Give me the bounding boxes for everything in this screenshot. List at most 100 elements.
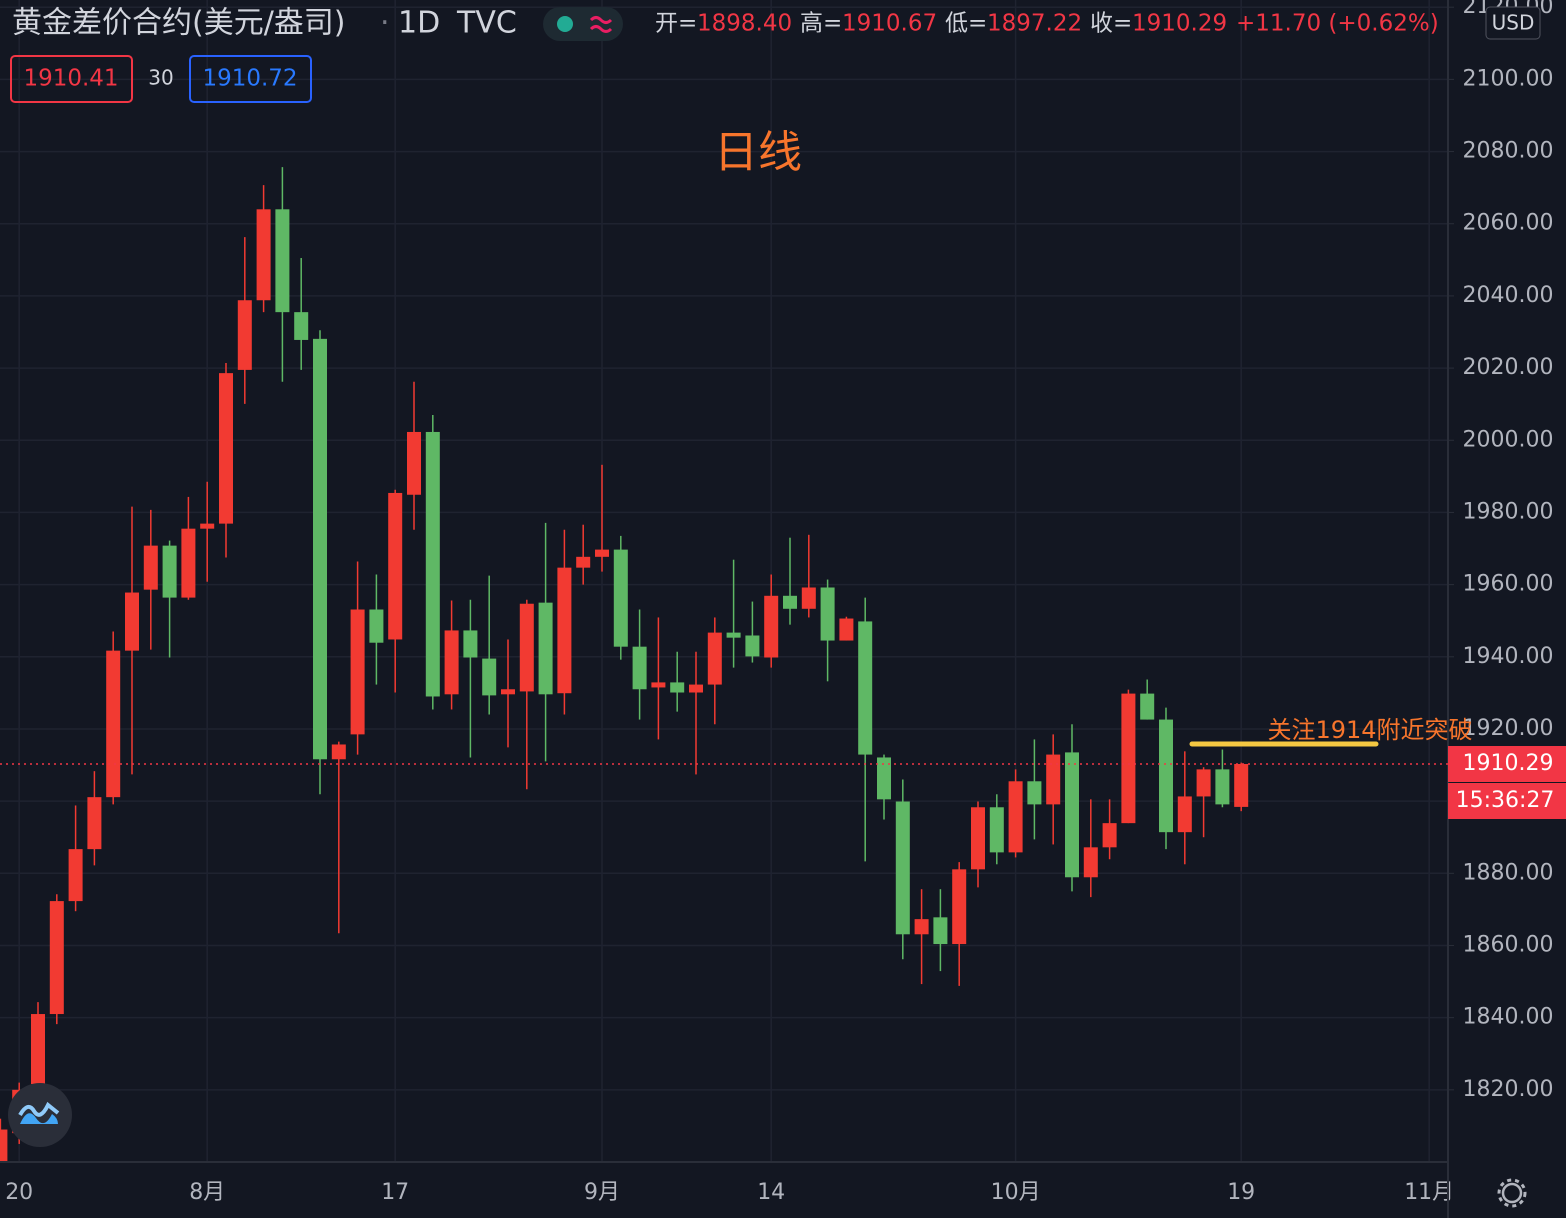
candle-body bbox=[294, 312, 309, 340]
sell-button[interactable] bbox=[10, 55, 133, 103]
y-tick-label: 1860.00 bbox=[1463, 932, 1554, 957]
candle-body bbox=[143, 545, 158, 590]
candle-body bbox=[49, 901, 64, 1015]
candle-body bbox=[632, 646, 647, 690]
candle-body bbox=[125, 592, 139, 651]
candle-body bbox=[1102, 823, 1117, 848]
candle-body bbox=[538, 602, 553, 695]
candle-body bbox=[519, 603, 534, 692]
currency: USD bbox=[1492, 11, 1535, 35]
y-tick-label: 2000.00 bbox=[1463, 427, 1554, 452]
candle-body bbox=[256, 209, 271, 301]
close-value: 1910.29 bbox=[1132, 11, 1227, 37]
candle-body bbox=[1234, 763, 1249, 807]
countdown-box bbox=[1448, 782, 1566, 819]
candle-body bbox=[1159, 719, 1173, 833]
change-value: +11.70 (+0.62%) bbox=[1236, 11, 1439, 37]
candle-body bbox=[914, 919, 929, 935]
candle-body bbox=[858, 621, 873, 755]
bid-price: 1910.41 bbox=[23, 66, 118, 92]
candle-body bbox=[200, 523, 215, 529]
high-value: 1910.67 bbox=[842, 11, 937, 37]
annotation: 关注1914附近突破 bbox=[1267, 716, 1472, 744]
y-tick-label: 1880.00 bbox=[1463, 860, 1554, 885]
source: TVC bbox=[456, 6, 517, 41]
candle-body bbox=[764, 595, 779, 658]
candle-body bbox=[1177, 796, 1192, 833]
gear bbox=[1501, 1182, 1523, 1204]
status-pill[interactable] bbox=[543, 7, 623, 41]
candle-body bbox=[726, 632, 741, 638]
candle-body bbox=[1065, 752, 1079, 878]
candle-body bbox=[31, 1014, 45, 1085]
candle-body bbox=[613, 549, 628, 647]
candle-body bbox=[501, 689, 515, 695]
spread: 30 bbox=[148, 66, 173, 90]
candle-body bbox=[783, 595, 797, 609]
x-tick-label: 9月 bbox=[584, 1180, 620, 1205]
candle-body bbox=[576, 556, 591, 568]
candle-body bbox=[275, 209, 290, 313]
candle-body bbox=[388, 492, 403, 640]
candle-body bbox=[839, 618, 854, 641]
close-label: 收= bbox=[1090, 11, 1132, 37]
y-tick-label: 2080.00 bbox=[1463, 139, 1554, 164]
y-tick-label: 1920.00 bbox=[1463, 716, 1554, 741]
candle-body bbox=[0, 1129, 8, 1162]
y-tick-label: 2100.00 bbox=[1463, 66, 1554, 91]
y-tick-label: 1820.00 bbox=[1463, 1077, 1554, 1102]
market-open-icon bbox=[557, 16, 573, 32]
y-tick-label: 2040.00 bbox=[1463, 283, 1554, 308]
candle-body bbox=[482, 658, 497, 696]
candle-body bbox=[407, 431, 421, 495]
candle-body bbox=[895, 801, 910, 935]
candle-body bbox=[162, 545, 177, 598]
currency-button[interactable] bbox=[1485, 6, 1541, 40]
open-label: 开= bbox=[655, 11, 697, 37]
interval: 1D bbox=[398, 6, 440, 41]
candle-body bbox=[670, 682, 685, 693]
symbol-title: 黄金差价合约(美元/盎司) bbox=[12, 6, 346, 41]
candle-body bbox=[1196, 769, 1211, 797]
y-tick-label: 2060.00 bbox=[1463, 211, 1554, 236]
candle-body bbox=[689, 684, 703, 693]
open-value: 1898.40 bbox=[697, 11, 792, 37]
candle-body bbox=[1121, 693, 1136, 824]
candle-body bbox=[1027, 781, 1042, 805]
low-label: 低= bbox=[945, 11, 987, 37]
low-value: 1897.22 bbox=[987, 11, 1082, 37]
logo-icon bbox=[18, 1101, 60, 1117]
buy-button[interactable] bbox=[189, 55, 312, 103]
annotation: 日线 bbox=[714, 127, 802, 178]
y-tick-label: 1940.00 bbox=[1463, 644, 1554, 669]
candle-body bbox=[425, 431, 440, 697]
candle-body bbox=[331, 744, 346, 760]
last-price-label: 1910.29 bbox=[1463, 751, 1554, 776]
candle-body bbox=[181, 528, 196, 598]
settings-icon[interactable] bbox=[1497, 1178, 1527, 1208]
candle-body bbox=[933, 917, 948, 945]
x-tick-label: 8月 bbox=[189, 1180, 225, 1205]
price-axis: 1820.001840.001860.001880.001900.001920.… bbox=[5, 0, 1553, 1205]
y-tick-label: 2020.00 bbox=[1463, 355, 1554, 380]
candle-body bbox=[1140, 693, 1155, 720]
y-tick-label: 1960.00 bbox=[1463, 572, 1554, 597]
candle-body bbox=[313, 338, 327, 760]
candle-body bbox=[1215, 769, 1230, 805]
logo-icon bbox=[20, 1113, 58, 1124]
ask-price: 1910.72 bbox=[202, 66, 297, 92]
candle-body bbox=[1046, 754, 1061, 805]
x-tick-label: 14 bbox=[757, 1180, 785, 1205]
candle-body bbox=[820, 587, 835, 641]
x-tick-label: 20 bbox=[5, 1180, 33, 1205]
x-tick-label: 17 bbox=[381, 1180, 409, 1205]
candles bbox=[0, 167, 1249, 1162]
x-tick-label: 11月 bbox=[1404, 1180, 1454, 1205]
candle-body bbox=[237, 300, 252, 370]
candle-body bbox=[68, 849, 83, 902]
candle-body bbox=[989, 807, 1004, 853]
separator: · bbox=[380, 6, 390, 41]
candle-body bbox=[1008, 781, 1023, 853]
candle-body bbox=[87, 797, 102, 850]
